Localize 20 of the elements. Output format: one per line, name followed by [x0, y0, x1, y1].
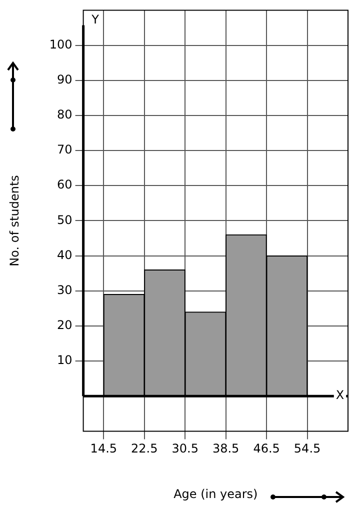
y-tick-label: 40 — [57, 248, 72, 262]
x-tick-label: 54.5 — [294, 442, 321, 456]
y-tick-label: 80 — [57, 108, 72, 122]
y-tick-label: 100 — [49, 37, 72, 52]
x-tick-label: 38.5 — [212, 442, 240, 456]
x-tick-label: 22.5 — [131, 442, 158, 456]
y-tick-label: 70 — [57, 142, 72, 157]
annotation: Y — [90, 12, 100, 26]
y-tick-label: 60 — [57, 178, 72, 192]
y-axis-title: No. of students — [7, 175, 22, 266]
annotation: X — [336, 388, 344, 402]
x-tick-label: 30.5 — [172, 442, 198, 456]
x-tick-label: 14.5 — [90, 442, 118, 456]
y-tick-label: 90 — [57, 72, 72, 86]
x-tick-label: 46.5 — [253, 442, 280, 456]
y-tick-label: 10 — [57, 353, 72, 368]
y-tick-label: 20 — [57, 318, 72, 332]
y-tick-label: 30 — [57, 282, 72, 297]
y-tick-label: 50 — [57, 212, 72, 227]
x-axis-title: Age (in years) — [174, 486, 258, 501]
